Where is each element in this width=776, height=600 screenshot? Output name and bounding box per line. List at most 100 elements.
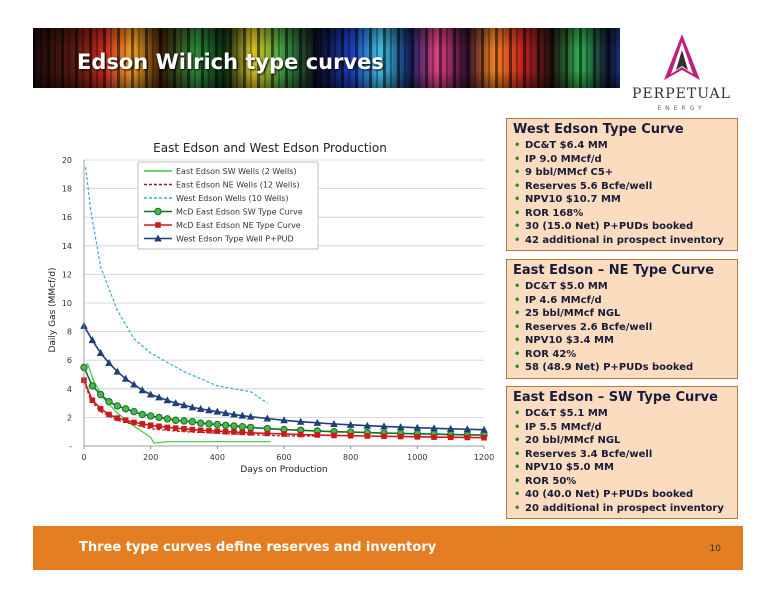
y-tick-label: 18 xyxy=(62,185,72,194)
data-point xyxy=(264,430,271,437)
legend-label: McD East Edson SW Type Curve xyxy=(176,208,303,217)
data-point xyxy=(206,427,212,434)
chart-title: East Edson and West Edson Production xyxy=(153,141,387,155)
data-point xyxy=(171,399,180,407)
y-tick-label: 16 xyxy=(62,213,72,222)
list-item: 25 bbl/MMcf NGL xyxy=(513,307,731,321)
data-point xyxy=(347,432,354,439)
data-point xyxy=(214,428,221,434)
x-tick-label: 400 xyxy=(210,453,225,462)
data-point xyxy=(105,397,113,406)
data-point xyxy=(146,390,155,398)
data-point xyxy=(113,402,122,410)
chart-series xyxy=(80,167,488,444)
west-edson-box: West Edson Type Curve DC&T $6.4 MM IP 9.… xyxy=(506,118,738,251)
data-point xyxy=(146,412,155,420)
list-item: 9 bbl/MMcf C5+ xyxy=(513,166,731,180)
chart-legend: East Edson SW Wells (2 Wells) East Edson … xyxy=(137,161,319,250)
company-logo: PERPETUAL ENERGY xyxy=(620,28,743,116)
east-edson-ne-list: DC&T $5.0 MM IP 4.6 MMcf/d 25 bbl/MMcf N… xyxy=(513,280,731,375)
data-point xyxy=(481,434,487,441)
data-point xyxy=(447,434,454,441)
legend-label: West Edson Wells (10 Wells) xyxy=(176,194,288,203)
list-item: Reserves 3.4 Bcfe/well xyxy=(513,448,731,462)
data-point xyxy=(189,426,196,433)
data-point xyxy=(131,419,137,426)
data-point xyxy=(246,412,255,420)
list-item: ROR 50% xyxy=(513,475,731,489)
data-point xyxy=(363,421,372,429)
x-tick-label: 600 xyxy=(276,453,291,462)
data-point xyxy=(114,415,121,421)
data-point xyxy=(88,382,97,390)
data-point xyxy=(172,425,179,431)
list-item: 20 additional in prospect inventory xyxy=(513,502,731,516)
data-point xyxy=(239,429,246,436)
data-point xyxy=(89,397,96,404)
logo-mark-icon xyxy=(664,34,700,80)
data-point xyxy=(281,431,287,437)
legend-label: East Edson SW Wells (2 Wells) xyxy=(176,167,297,176)
page-number: 10 xyxy=(709,544,721,554)
data-point xyxy=(314,432,321,438)
west-edson-list: DC&T $6.4 MM IP 9.0 MMcf/d 9 bbl/MMcf C5… xyxy=(513,139,731,247)
data-point xyxy=(205,406,213,414)
y-tick-label: - xyxy=(69,442,72,451)
list-item: IP 9.0 MMcf/d xyxy=(513,153,731,167)
y-tick-label: 4 xyxy=(67,385,72,394)
west-edson-title: West Edson Type Curve xyxy=(513,122,684,137)
data-point xyxy=(196,419,205,427)
data-point xyxy=(364,433,371,439)
east-edson-sw-box: East Edson – SW Type Curve DC&T $5.1 MM … xyxy=(506,386,738,519)
data-point xyxy=(381,433,387,440)
data-point xyxy=(231,429,237,435)
data-point xyxy=(181,426,187,432)
data-point xyxy=(163,396,172,404)
data-point xyxy=(263,414,272,422)
list-item: Reserves 2.6 Bcfe/well xyxy=(513,321,731,335)
x-tick-label: 200 xyxy=(143,453,158,462)
data-point xyxy=(197,427,204,434)
list-item: DC&T $6.4 MM xyxy=(513,139,731,153)
legend-label: East Edson NE Wells (12 Wells) xyxy=(176,181,300,190)
logo-subtitle: ENERGY xyxy=(657,105,706,112)
data-point xyxy=(221,421,230,429)
data-point xyxy=(180,417,188,425)
x-tick-label: 0 xyxy=(81,453,86,462)
data-point xyxy=(230,410,238,418)
data-point xyxy=(213,420,222,429)
list-item: DC&T $5.1 MM xyxy=(513,407,731,421)
x-tick-label: 800 xyxy=(343,453,358,462)
data-point xyxy=(155,413,163,422)
data-point xyxy=(222,428,229,435)
legend-marker xyxy=(154,207,162,216)
data-point xyxy=(88,336,97,344)
data-point xyxy=(97,406,104,412)
data-point xyxy=(238,411,247,419)
data-point xyxy=(238,422,247,431)
x-tick-label: 1000 xyxy=(407,453,427,462)
chart-svg: East Edson and West Edson Production - 2 4… xyxy=(48,141,494,475)
list-item: NPV10 $3.4 MM xyxy=(513,334,731,348)
list-item: 30 (15.0 Net) P+PUDs booked xyxy=(513,220,731,234)
x-tick-label: 1200 xyxy=(474,453,494,462)
list-item: 40 (40.0 Net) P+PUDs booked xyxy=(513,488,731,502)
data-point xyxy=(430,424,438,432)
data-point xyxy=(147,422,154,429)
data-point xyxy=(414,434,421,440)
x-axis-label: Days on Production xyxy=(240,465,327,475)
data-point xyxy=(138,410,147,419)
list-item: ROR 42% xyxy=(513,348,731,362)
data-point xyxy=(180,401,188,409)
y-tick-label: 2 xyxy=(67,413,72,422)
legend-label: McD East Edson NE Type Curve xyxy=(176,221,301,230)
data-point xyxy=(413,423,422,431)
data-point xyxy=(113,367,122,375)
data-point xyxy=(130,380,138,388)
data-point xyxy=(221,409,230,417)
data-point xyxy=(188,417,197,426)
data-point xyxy=(106,411,112,418)
y-tick-label: 12 xyxy=(62,270,72,279)
y-tick-label: 8 xyxy=(67,328,72,337)
